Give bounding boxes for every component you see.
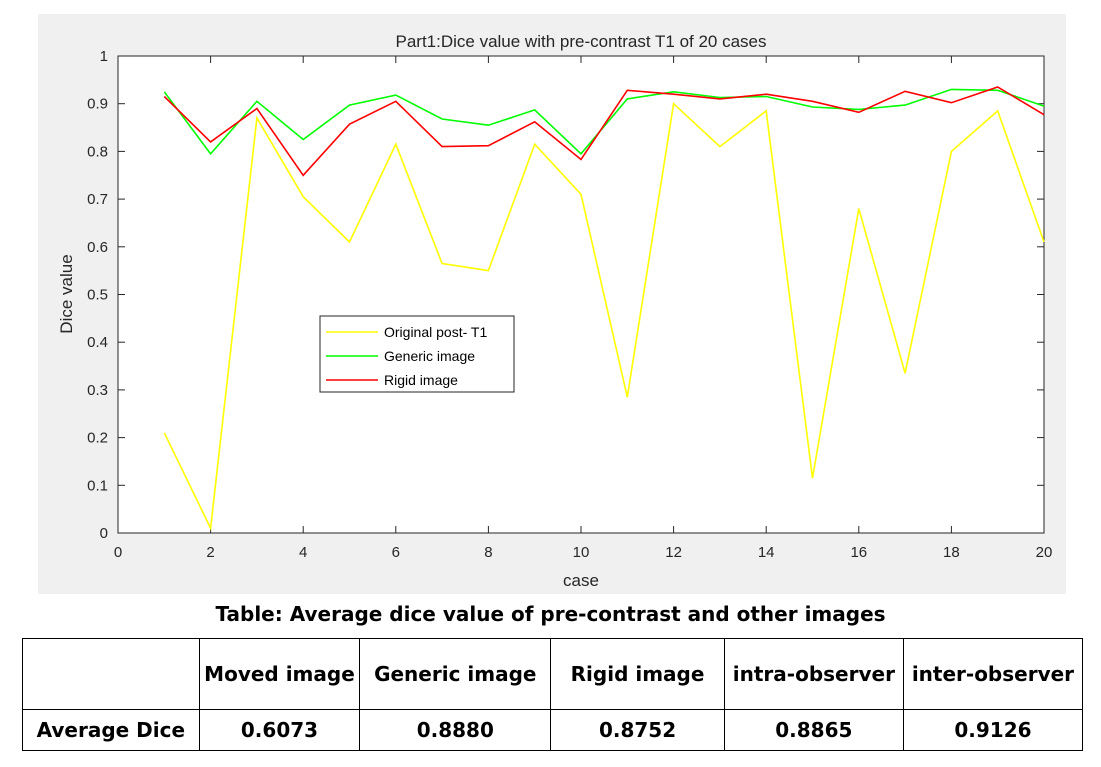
table-header-inter: inter-observer [902,638,1084,710]
y-tick-label: 0.1 [87,477,108,494]
table-header-generic: Generic image [359,638,552,710]
table-row: Average Dice 0.6073 0.8880 0.8752 0.8865… [22,709,1084,751]
plot-area [117,55,1045,534]
series-line-1 [163,88,1045,156]
table-header-row: Moved image Generic image Rigid image in… [22,638,1084,710]
legend-entry: Original post- T1 [384,324,487,340]
table-cell-moved: 0.6073 [198,709,361,751]
x-tick-label: 2 [206,544,214,561]
x-tick-label: 4 [299,544,307,561]
x-tick-label: 12 [665,544,682,561]
y-tick-label: 0.5 [87,287,108,304]
legend-entry: Rigid image [384,372,458,388]
table-corner-cell [22,638,200,710]
y-tick-label: 0.4 [87,334,108,351]
chart-figure: Part1:Dice value with pre-contrast T1 of… [38,14,1066,594]
y-tick-label: 0.2 [87,430,108,447]
series-lines [163,86,1045,532]
y-axis-label: Dice value [57,254,76,333]
x-tick-label: 6 [392,544,400,561]
table-header-moved: Moved image [198,638,361,710]
line-chart: Part1:Dice value with pre-contrast T1 of… [57,32,1052,590]
table-caption: Table: Average dice value of pre-contras… [215,602,886,626]
axis-ticks: 0 2 4 6 8 10 12 14 16 18 20 0 0.1 0.2 0.3 0.4 0.5 0.6 0.7 0… [87,48,1052,561]
x-tick-label: 8 [484,544,492,561]
y-tick-label: 0.3 [87,382,108,399]
y-tick-label: 0.9 [87,96,108,113]
chart-title: Part1:Dice value with pre-contrast T1 of… [395,32,766,51]
x-axis-label: case [563,571,599,590]
legend-entry: Generic image [384,348,475,364]
y-tick-label: 0.7 [87,191,108,208]
table-header-rigid: Rigid image [550,638,725,710]
x-tick-label: 14 [758,544,775,561]
average-dice-table: Moved image Generic image Rigid image in… [22,638,1084,751]
y-tick-label: 1 [100,48,108,65]
x-tick-label: 18 [943,544,960,561]
table-cell-intra: 0.8865 [723,709,904,751]
y-tick-label: 0.6 [87,239,108,256]
y-tick-label: 0 [100,525,108,542]
table-cell-generic: 0.8880 [359,709,552,751]
x-tick-label: 20 [1036,544,1053,561]
x-tick-label: 10 [573,544,590,561]
x-tick-label: 0 [114,544,122,561]
series-line-0 [163,102,1045,532]
table-cell-rigid: 0.8752 [550,709,725,751]
table-cell-inter: 0.9126 [902,709,1084,751]
table-row-label: Average Dice [22,709,200,751]
series-line-2 [163,86,1045,177]
x-tick-label: 16 [850,544,867,561]
table-header-intra: intra-observer [723,638,904,710]
legend: Original post- T1 Generic image Rigid imag… [319,315,515,393]
y-tick-label: 0.8 [87,143,108,160]
